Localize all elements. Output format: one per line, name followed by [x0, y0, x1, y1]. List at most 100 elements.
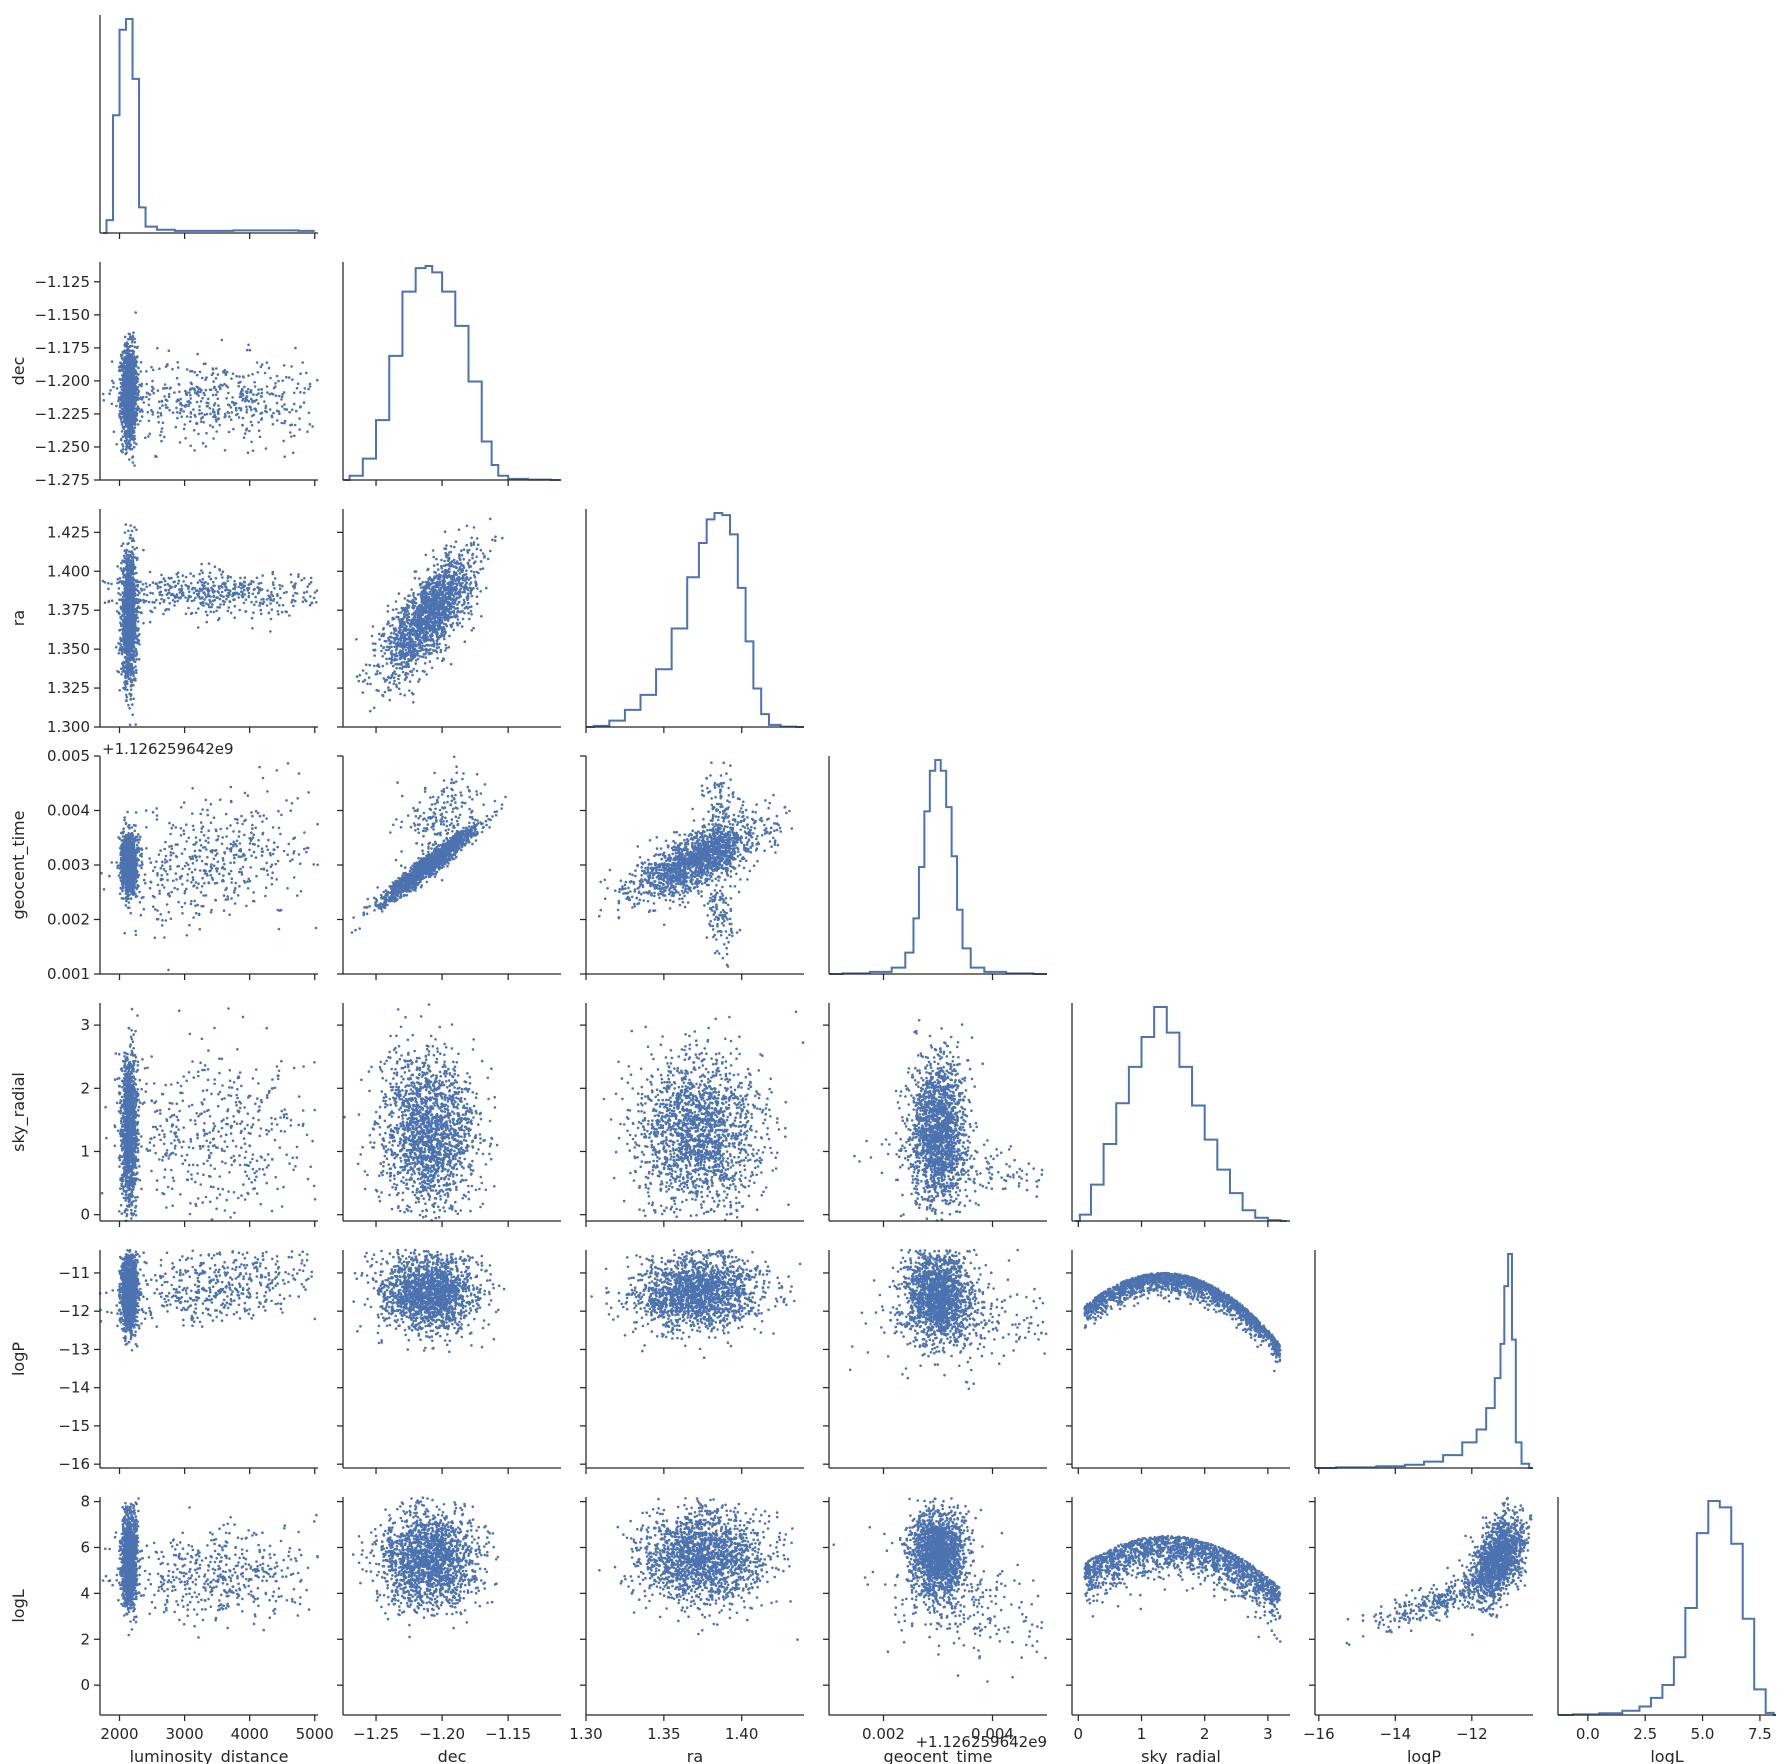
panel-sky_radial-vs-geocent_time — [823, 1003, 1047, 1227]
y-tick-label: 0 — [80, 1676, 90, 1694]
x-tick-label: 2000 — [100, 1725, 138, 1743]
y-tick-label: 0.001 — [47, 965, 90, 983]
y-tick-label: 1.425 — [47, 523, 90, 541]
panel-dec-vs-luminosity_distance: −1.125−1.150−1.175−1.200−1.225−1.250−1.2… — [34, 262, 318, 489]
y-tick-label: 0 — [80, 1206, 90, 1224]
x-tick-label: 1 — [1137, 1725, 1147, 1743]
scatter-points — [849, 1249, 1047, 1390]
x-axis-label-luminosity_distance: luminosity_distance — [130, 1747, 289, 1764]
y-tick-label: −14 — [58, 1379, 90, 1397]
panel-logP-vs-luminosity_distance: −11−12−13−14−15−16 — [58, 1249, 318, 1474]
scatter-points — [352, 1249, 505, 1353]
x-tick-label: 1.40 — [725, 1725, 758, 1743]
scatter-points — [101, 1007, 317, 1222]
y-axis-label-ra: ra — [9, 610, 28, 626]
scatter-points — [351, 756, 507, 934]
scatter-points — [352, 1496, 499, 1638]
scatter-points — [102, 1497, 319, 1639]
panel-ra-vs-dec — [337, 509, 561, 733]
y-tick-label: 1.300 — [47, 718, 90, 736]
x-tick-label: −14 — [1379, 1725, 1411, 1743]
x-tick-label: 3 — [1263, 1725, 1273, 1743]
y-offset-label: +1.126259642e9 — [102, 740, 234, 758]
x-axis-label-ra: ra — [687, 1747, 703, 1764]
y-tick-label: 0.004 — [47, 802, 90, 820]
panel-logP-vs-ra — [580, 1249, 804, 1474]
y-axis-label-logL: logL — [9, 1589, 28, 1622]
x-tick-label: −1.15 — [485, 1725, 531, 1743]
scatter-points — [598, 1497, 799, 1641]
y-tick-label: −1.250 — [34, 438, 90, 456]
y-tick-label: 1 — [80, 1142, 90, 1160]
scatter-points — [598, 761, 793, 967]
y-tick-label: 2 — [80, 1630, 90, 1648]
panel-logP-vs-dec — [337, 1249, 561, 1474]
scatter-points — [590, 1249, 801, 1359]
y-tick-label: 6 — [80, 1538, 90, 1556]
y-tick-label: 0.002 — [47, 911, 90, 929]
y-tick-label: −1.125 — [34, 273, 90, 291]
y-axis-label-geocent_time: geocent_time — [9, 811, 29, 920]
panel-sky_radial-vs-sky_radial — [1072, 1003, 1290, 1227]
y-axis-label-logP: logP — [9, 1342, 28, 1376]
x-tick-label: 0 — [1074, 1725, 1084, 1743]
y-tick-label: 1.350 — [47, 640, 90, 658]
x-axis-label-logP: logP — [1407, 1747, 1441, 1764]
x-tick-label: −1.25 — [353, 1725, 399, 1743]
histogram-ra — [586, 513, 804, 727]
panel-sky_radial-vs-ra — [580, 1003, 804, 1227]
y-tick-label: 2 — [80, 1079, 90, 1097]
x-tick-label: −12 — [1456, 1725, 1488, 1743]
x-axis-label-dec: dec — [438, 1747, 467, 1764]
y-tick-label: 0.003 — [47, 856, 90, 874]
panel-ra-vs-ra — [586, 509, 804, 733]
scatter-points — [853, 1019, 1043, 1222]
panel-dec-vs-dec — [343, 262, 561, 486]
scatter-points — [99, 1249, 316, 1352]
y-tick-label: 1.375 — [47, 601, 90, 619]
panel-logP-vs-geocent_time — [823, 1249, 1047, 1474]
scatter-points — [603, 1011, 805, 1222]
panel-geocent_time-vs-ra — [580, 756, 804, 980]
y-tick-label: −16 — [58, 1455, 90, 1473]
x-tick-label: 1.30 — [569, 1725, 602, 1743]
x-tick-label: 5000 — [296, 1725, 334, 1743]
y-tick-label: 1.400 — [47, 562, 90, 580]
panel-sky_radial-vs-dec — [337, 1003, 561, 1227]
scatter-points — [1083, 1272, 1281, 1373]
y-tick-label: −1.275 — [34, 471, 90, 489]
panel-logL-vs-logL: 0.0 2.5 5.0 7.5 — [1558, 1497, 1776, 1743]
x-offset-label: +1.126259642e9 — [915, 1733, 1047, 1751]
panel-geocent_time-vs-luminosity_distance: 0.001 0.002 0.003 0.004 0.005 — [47, 747, 319, 983]
x-tick-label: −16 — [1303, 1725, 1335, 1743]
panel-geocent_time-vs-dec — [337, 756, 561, 981]
panel-logL-vs-ra: 1.30 1.35 1.40 — [569, 1497, 804, 1743]
y-tick-label: 8 — [80, 1493, 90, 1511]
panel-logL-vs-geocent_time: 0.002 0.004 — [823, 1497, 1047, 1743]
histogram-sky_radial — [1075, 1007, 1287, 1221]
histogram-dec — [343, 266, 561, 480]
y-tick-label: 0.005 — [47, 747, 90, 765]
scatter-points — [355, 518, 504, 713]
x-tick-label: 2.5 — [1633, 1725, 1657, 1743]
panel-geocent_time-vs-geocent_time — [829, 756, 1047, 980]
y-tick-label: 4 — [80, 1584, 90, 1602]
x-tick-label: 1.35 — [647, 1725, 680, 1743]
x-tick-label: 0.002 — [862, 1725, 905, 1743]
y-tick-label: −15 — [58, 1417, 90, 1435]
y-tick-label: −12 — [58, 1302, 90, 1320]
x-tick-label: −1.20 — [419, 1725, 465, 1743]
x-tick-label: 5.0 — [1691, 1725, 1715, 1743]
panel-logL-vs-sky_radial: 0 1 2 3 — [1066, 1497, 1290, 1743]
histogram-geocent_time — [829, 760, 1047, 974]
scatter-points — [102, 523, 319, 726]
panel-luminosity_distance-vs-luminosity_distance — [100, 15, 318, 239]
scatter-points — [833, 1497, 1047, 1683]
y-tick-label: −1.225 — [34, 405, 90, 423]
x-tick-label: 0.0 — [1576, 1725, 1600, 1743]
x-tick-label: 3000 — [166, 1725, 204, 1743]
x-tick-label: 2 — [1200, 1725, 1210, 1743]
x-tick-label: 7.5 — [1748, 1725, 1772, 1743]
